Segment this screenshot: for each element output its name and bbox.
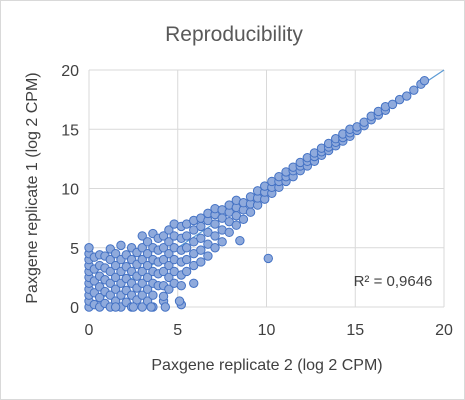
- data-point: [164, 284, 174, 294]
- data-point: [137, 278, 147, 288]
- data-point: [235, 235, 245, 246]
- data-point: [164, 225, 174, 235]
- data-point: [181, 254, 192, 265]
- data-point: [245, 207, 256, 217]
- data-point: [137, 266, 147, 277]
- x-tick-label: 15: [346, 322, 364, 339]
- x-tick-label: 20: [435, 322, 453, 339]
- tick-labels: 00 5 5 10 10 15 15 20 20: [61, 63, 453, 339]
- data-point: [210, 243, 220, 253]
- y-tick-label: 10: [61, 182, 79, 199]
- data-point: [210, 219, 220, 229]
- data-point: [146, 302, 156, 312]
- data-point: [210, 231, 220, 241]
- data-point: [189, 278, 199, 288]
- data-point: [158, 291, 169, 302]
- data-point: [158, 266, 169, 277]
- data-point: [142, 284, 153, 294]
- data-point: [105, 278, 116, 288]
- data-point: [181, 266, 192, 277]
- data-point: [176, 280, 187, 291]
- data-point: [110, 272, 121, 283]
- y-tick-label: 15: [61, 122, 79, 139]
- data-point: [137, 243, 147, 253]
- data-point: [142, 248, 153, 259]
- data-point: [196, 233, 206, 243]
- data-point: [105, 290, 116, 300]
- data-point: [419, 75, 430, 86]
- x-tick-label: 10: [258, 322, 276, 339]
- data-point: [164, 237, 174, 247]
- data-point: [263, 253, 273, 264]
- data-point: [164, 272, 174, 283]
- data-point: [105, 266, 116, 277]
- chart-title: Reproducibility: [165, 23, 303, 46]
- data-point: [196, 257, 206, 267]
- y-axis-label: Paxgene replicate 1 (log 2 CPM): [24, 72, 41, 303]
- data-point: [181, 231, 192, 241]
- data-point: [174, 296, 185, 306]
- data-point: [164, 248, 174, 259]
- data-point: [409, 85, 419, 95]
- data-point: [128, 302, 139, 312]
- data-point: [217, 237, 227, 247]
- data-point: [181, 243, 192, 253]
- data-point: [238, 214, 249, 225]
- data-points: [84, 75, 430, 312]
- data-point: [402, 91, 412, 101]
- r-squared-label: R² = 0,9646: [354, 273, 433, 290]
- data-point: [158, 231, 169, 241]
- y-tick-label: 5: [70, 241, 79, 258]
- y-tick-label: 0: [70, 300, 79, 317]
- data-point: [142, 260, 153, 271]
- y-tick-label: 20: [61, 63, 79, 80]
- data-point: [137, 290, 147, 300]
- data-point: [116, 240, 126, 251]
- data-point: [137, 254, 147, 265]
- data-point: [158, 254, 169, 265]
- data-point: [224, 227, 234, 238]
- data-point: [142, 237, 153, 247]
- data-point: [160, 302, 171, 312]
- data-point: [105, 254, 116, 265]
- data-point: [110, 284, 121, 294]
- data-point: [84, 243, 94, 253]
- data-point: [110, 248, 121, 259]
- data-point: [196, 221, 206, 232]
- data-point: [387, 99, 398, 110]
- data-point: [158, 243, 169, 253]
- data-point: [203, 251, 213, 261]
- x-tick-label: 0: [85, 322, 94, 339]
- x-tick-label: 5: [173, 322, 182, 339]
- data-point: [231, 220, 242, 230]
- data-point: [110, 260, 121, 271]
- x-axis-label: Paxgene replicate 2 (log 2 CPM): [151, 357, 382, 374]
- data-point: [137, 231, 147, 241]
- data-point: [196, 245, 206, 255]
- data-point: [164, 260, 174, 271]
- data-point: [142, 272, 153, 283]
- data-point: [110, 302, 121, 312]
- data-point: [94, 292, 105, 303]
- data-point: [148, 290, 158, 300]
